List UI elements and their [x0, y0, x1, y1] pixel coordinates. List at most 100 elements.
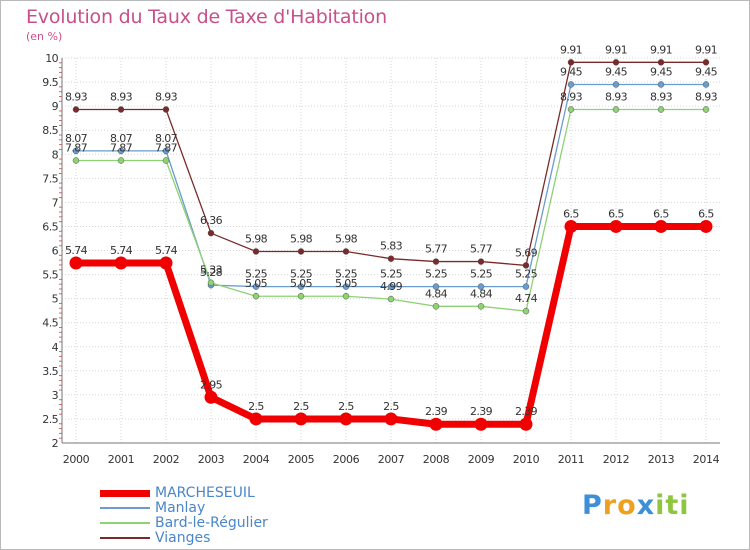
data-point [657, 59, 665, 66]
legend-label: Manlay [155, 500, 206, 516]
data-point [252, 292, 260, 300]
data-label: 5.05 [245, 277, 268, 290]
data-label: 8.93 [560, 90, 583, 103]
data-point [72, 106, 80, 113]
data-point [72, 147, 80, 155]
data-label: 8.93 [110, 90, 133, 103]
data-label: 7.87 [65, 142, 88, 155]
x-tick-label: 2003 [198, 453, 225, 466]
data-point [699, 219, 713, 233]
y-tick-label: 6 [52, 245, 59, 258]
data-point [297, 248, 305, 255]
proxiti-logo: Proxiti [582, 490, 690, 521]
data-label: 5.98 [335, 232, 358, 245]
y-tick-label: 8 [52, 148, 59, 161]
y-tick-label: 8.5 [42, 124, 58, 137]
x-tick-label: 2011 [558, 453, 584, 466]
data-point [702, 106, 710, 113]
data-point [252, 248, 260, 255]
data-point [702, 81, 710, 88]
data-label: 8.93 [65, 90, 88, 103]
legend-item-vianges[interactable]: Vianges [100, 530, 360, 546]
data-point [204, 390, 218, 404]
data-point [432, 283, 440, 290]
data-label: 9.45 [560, 65, 583, 78]
data-label: 9.45 [695, 65, 718, 78]
data-label: 4.74 [515, 292, 538, 305]
data-label: 5.33 [200, 264, 223, 277]
data-point [609, 219, 623, 233]
logo-letter: i [655, 490, 666, 521]
data-point [564, 219, 578, 233]
data-point [342, 248, 350, 255]
y-tick-label: 10 [45, 52, 58, 65]
data-label: 2.39 [425, 405, 448, 418]
legend-item-manlay[interactable]: Manlay [100, 500, 360, 516]
legend-item-marcheseuil[interactable]: MARCHESEUIL [100, 485, 360, 501]
y-tick-label: 3 [52, 389, 59, 402]
legend-swatch [100, 507, 150, 509]
logo-letter: t [665, 490, 680, 521]
data-label: 5.69 [515, 246, 538, 259]
data-label: 2.39 [515, 405, 538, 418]
x-tick-label: 2002 [153, 453, 179, 466]
x-tick-label: 2014 [693, 453, 720, 466]
data-label: 2.5 [338, 400, 354, 413]
data-point [654, 219, 668, 233]
data-label: 8.07 [65, 132, 88, 145]
data-label: 8.93 [695, 90, 718, 103]
data-label: 9.45 [605, 65, 628, 78]
chart-title: Evolution du Taux de Taxe d'Habitation [26, 6, 387, 28]
data-label: 9.91 [605, 43, 627, 56]
data-point [567, 106, 575, 113]
data-label: 8.07 [110, 132, 133, 145]
data-point [69, 256, 83, 270]
data-label: 4.84 [425, 287, 448, 300]
data-point [297, 283, 305, 290]
legend-swatch [100, 490, 150, 497]
data-point [297, 292, 305, 300]
x-tick-label: 2005 [288, 453, 315, 466]
data-label: 5.28 [200, 266, 223, 279]
data-point [207, 279, 215, 286]
data-label: 6.36 [200, 214, 223, 227]
data-point [114, 256, 128, 270]
data-label: 2.95 [200, 378, 223, 391]
y-tick-label: 5.5 [42, 269, 58, 282]
data-point [522, 283, 530, 290]
data-point [519, 417, 533, 431]
y-tick-label: 7.5 [42, 172, 58, 185]
y-axis-unit: (en %) [26, 30, 63, 43]
data-point [477, 258, 485, 265]
data-point [294, 412, 308, 426]
y-tick-label: 9.5 [42, 76, 58, 89]
data-label: 5.25 [515, 268, 538, 281]
data-point [342, 283, 350, 290]
y-tick-label: 4 [52, 341, 59, 354]
data-label: 2.5 [248, 400, 264, 413]
data-point [477, 303, 485, 310]
legend-item-bard-le-regulier[interactable]: Bard-le-Régulier [100, 515, 360, 531]
data-point [159, 256, 173, 270]
x-tick-label: 2007 [378, 453, 405, 466]
data-label: 5.98 [245, 232, 268, 245]
data-label: 5.05 [290, 277, 313, 290]
data-point [117, 157, 125, 164]
x-tick-label: 2000 [63, 453, 90, 466]
data-label: 5.77 [425, 243, 448, 256]
x-tick-label: 2008 [423, 453, 450, 466]
data-label: 2.5 [293, 400, 309, 413]
data-point [612, 81, 620, 88]
data-point [657, 106, 665, 113]
data-point [249, 412, 263, 426]
data-point [72, 157, 80, 164]
chart-legend: MARCHESEUIL Manlay Bard-le-Régulier Vian… [100, 485, 360, 546]
data-point [342, 292, 350, 300]
data-label: 5.74 [155, 244, 178, 257]
data-label: 9.45 [650, 65, 673, 78]
data-point [432, 258, 440, 265]
data-label: 8.93 [155, 90, 178, 103]
data-label: 6.5 [608, 207, 624, 220]
data-point [162, 157, 170, 164]
data-label: 6.5 [653, 207, 669, 220]
